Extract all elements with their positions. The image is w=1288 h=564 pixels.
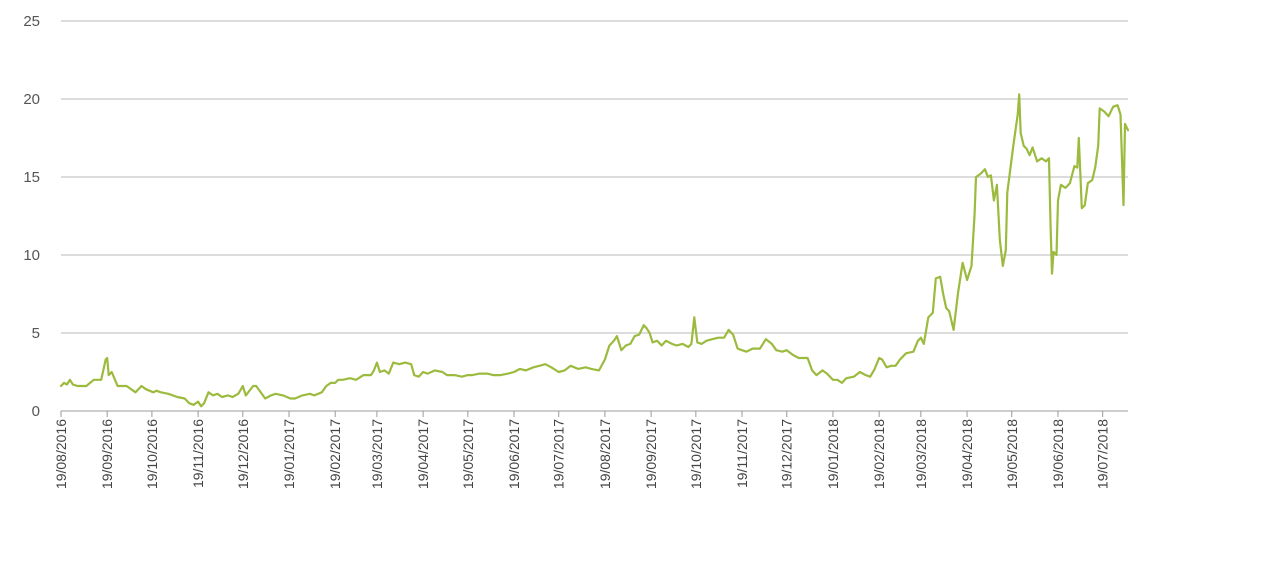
y-tick-label: 20	[23, 91, 40, 108]
x-tick-label: 19/07/2017	[551, 419, 567, 489]
y-axis-tick-labels: 0 5 10 15 20 25	[23, 13, 40, 420]
x-tick-label: 19/10/2016	[144, 419, 160, 489]
series-line-0	[59, 93, 1130, 408]
x-tick-label: 19/01/2017	[281, 419, 297, 489]
y-tick-label: 5	[32, 325, 40, 342]
y-tick-label: 25	[23, 13, 40, 30]
x-tick-label: 19/09/2016	[99, 419, 115, 489]
grid-lines	[61, 20, 1128, 334]
x-tick-label: 19/04/2018	[959, 419, 975, 489]
y-tick-label: 15	[23, 169, 40, 186]
x-tick-label: 19/06/2017	[506, 419, 522, 489]
x-tick-label: 19/03/2018	[913, 419, 929, 489]
x-tick-label: 19/09/2017	[643, 419, 659, 489]
x-tick-label: 19/05/2017	[460, 419, 476, 489]
x-tick-label: 19/02/2018	[871, 419, 887, 489]
x-axis: 19/08/2016 19/09/2016 19/10/2016 19/11/2016…	[53, 410, 1128, 489]
y-tick-label: 0	[32, 403, 40, 420]
x-tick-label: 19/06/2018	[1050, 419, 1066, 489]
x-tick-label: 19/03/2017	[369, 419, 385, 489]
x-tick-label: 19/12/2017	[779, 419, 795, 489]
x-tick-label: 19/04/2017	[415, 419, 431, 489]
x-tick-label: 19/08/2017	[597, 419, 613, 489]
x-tick-label: 19/01/2018	[825, 419, 841, 489]
x-tick-label: 19/11/2017	[734, 419, 750, 488]
x-tick-label: 19/07/2018	[1095, 419, 1111, 489]
x-tick-label: 19/10/2017	[688, 419, 704, 489]
x-tick-label: 19/12/2016	[235, 419, 251, 489]
x-tick-label: 19/02/2017	[327, 419, 343, 489]
series-layer	[59, 93, 1130, 408]
x-tick-label: 19/05/2018	[1004, 419, 1020, 489]
y-tick-label: 10	[23, 247, 40, 264]
x-tick-label: 19/08/2016	[53, 419, 69, 489]
x-tick-label: 19/11/2016	[190, 419, 206, 488]
